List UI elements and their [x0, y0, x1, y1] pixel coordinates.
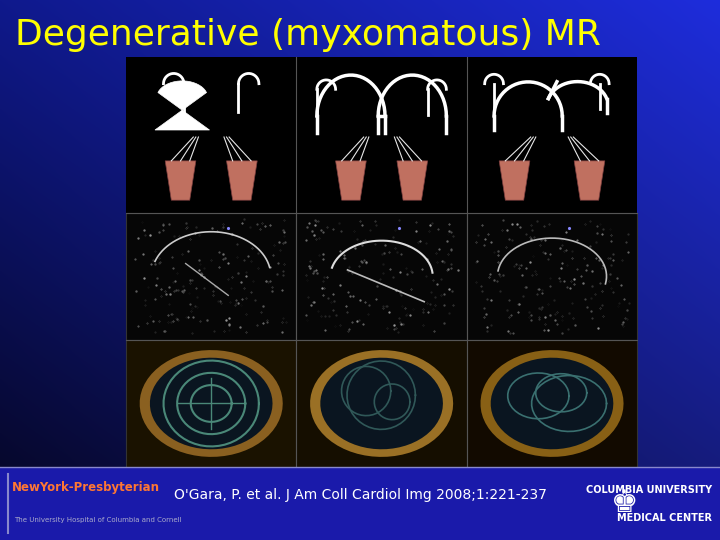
Text: O'Gara, P. et al. J Am Coll Cardiol Img 2008;1:221-237: O'Gara, P. et al. J Am Coll Cardiol Img … [174, 488, 546, 502]
Polygon shape [480, 350, 624, 457]
Text: The University Hospital of Columbia and Cornell: The University Hospital of Columbia and … [14, 517, 181, 523]
Text: Degenerative (myxomatous) MR: Degenerative (myxomatous) MR [15, 18, 601, 52]
Text: COLUMBIA UNIVERSITY: COLUMBIA UNIVERSITY [586, 485, 712, 495]
Polygon shape [140, 350, 283, 457]
Text: MEDICAL CENTER: MEDICAL CENTER [617, 513, 712, 523]
Text: NewYork-Presbyterian: NewYork-Presbyterian [12, 481, 160, 494]
Polygon shape [491, 357, 613, 449]
Bar [467, 213, 637, 340]
Bar [126, 57, 637, 213]
Bar [126, 213, 297, 340]
Polygon shape [310, 350, 453, 457]
Polygon shape [397, 161, 428, 200]
Polygon shape [155, 81, 210, 130]
Polygon shape [574, 161, 605, 200]
Polygon shape [165, 161, 196, 200]
Polygon shape [227, 161, 257, 200]
Bar [297, 340, 467, 467]
Polygon shape [336, 161, 366, 200]
Bar [0, 467, 720, 540]
Polygon shape [150, 357, 273, 449]
Bar [467, 340, 637, 467]
Polygon shape [499, 161, 530, 200]
Text: ♚: ♚ [611, 489, 639, 518]
Polygon shape [320, 357, 443, 449]
Bar [297, 213, 467, 340]
Bar [126, 340, 297, 467]
